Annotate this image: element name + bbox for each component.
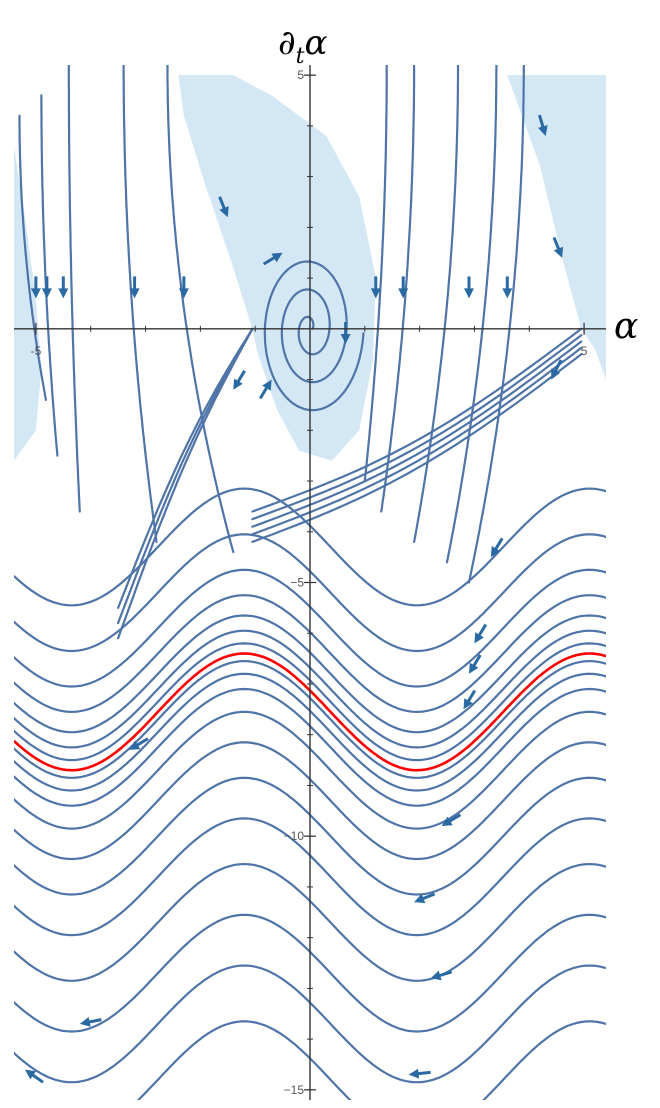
stream-arrow xyxy=(474,623,488,644)
basin-right xyxy=(507,75,606,380)
stream-arrows xyxy=(25,114,564,1084)
stream-arrow xyxy=(464,276,474,299)
stream-arrow xyxy=(537,114,548,136)
stream-arrow xyxy=(233,370,246,390)
stream-arrow xyxy=(259,379,272,400)
stream-separatrix-0 xyxy=(251,327,583,513)
stream-arrow xyxy=(25,1069,44,1084)
y-axis-title: ∂tα xyxy=(278,23,327,69)
stream-arrow xyxy=(218,196,229,218)
y-tick-label: −10 xyxy=(284,829,305,843)
stream-separatrix-2 xyxy=(251,340,583,528)
stream-arrow xyxy=(398,276,409,299)
stream-arrow xyxy=(370,276,381,299)
stream-fall-right-3 xyxy=(445,65,498,564)
basin-center xyxy=(178,75,376,461)
basin-regions xyxy=(14,75,606,461)
x-tick-label: 5 xyxy=(581,344,588,358)
stream-arrow xyxy=(79,1017,102,1027)
y-tick-label: −15 xyxy=(284,1083,305,1097)
stream-sep-left-2 xyxy=(117,327,254,640)
stream-arrow xyxy=(129,737,149,750)
basin-left-edge xyxy=(14,146,42,461)
axes: -5 5 5 −5 −10 −15 xyxy=(14,65,606,1100)
stream-arrow xyxy=(129,276,140,299)
x-tick-label: -5 xyxy=(31,344,42,358)
stream-arrow xyxy=(408,1068,431,1079)
stream-separatrix-4 xyxy=(251,353,583,543)
stream-arrow xyxy=(430,970,453,981)
stream-arrow xyxy=(502,276,513,299)
stream-arrow xyxy=(490,537,504,558)
stream-sep-left-0 xyxy=(117,327,254,609)
y-tick-label: −5 xyxy=(290,576,304,590)
stream-arrow xyxy=(463,689,477,710)
stream-fall-right-0 xyxy=(363,65,388,483)
stream-fall-left-4 xyxy=(166,65,235,554)
stream-fall-left-0 xyxy=(18,114,47,401)
stream-arrow xyxy=(262,252,283,266)
stream-arrow xyxy=(552,236,564,258)
stream-arrow xyxy=(414,892,436,904)
stream-separatrix-3 xyxy=(251,346,583,536)
stream-arrow xyxy=(30,276,41,299)
stream-arrow xyxy=(41,276,52,299)
stream-fall-left-1 xyxy=(40,94,59,457)
stream-arrow xyxy=(178,276,189,299)
stream-fall-right-4 xyxy=(467,65,525,584)
axis-ticks: -5 5 5 −5 −10 −15 xyxy=(31,68,588,1097)
stream-arrow xyxy=(469,654,482,674)
y-tick-label: 5 xyxy=(297,68,304,82)
stream-arrow xyxy=(58,276,69,299)
stream-arrow xyxy=(441,813,462,826)
stream-fall-left-2 xyxy=(67,65,81,513)
stream-arrow xyxy=(551,359,563,380)
stream-fall-right-1 xyxy=(380,65,416,513)
stream-fall-right-2 xyxy=(413,65,460,543)
stream-arrow xyxy=(340,322,351,344)
stream-separatrix-1 xyxy=(251,334,583,521)
stream-fall-left-3 xyxy=(122,65,158,543)
stream-sep-left-1 xyxy=(117,327,254,625)
x-axis-title: α xyxy=(614,306,638,347)
